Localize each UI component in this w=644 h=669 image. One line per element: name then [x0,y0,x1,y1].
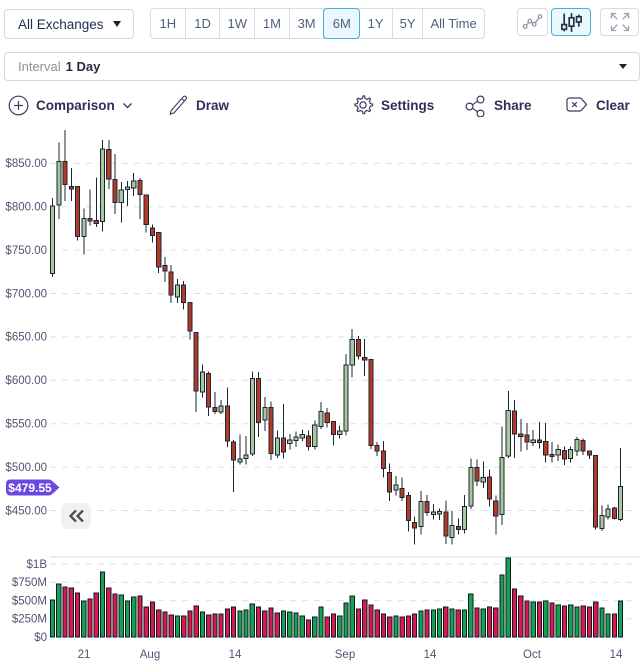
svg-text:$0: $0 [34,632,47,644]
svg-text:14: 14 [424,649,437,661]
svg-text:$479.55: $479.55 [8,481,52,495]
svg-text:Oct: Oct [523,649,542,661]
svg-text:$550.00: $550.00 [5,419,47,431]
svg-text:Sep: Sep [335,649,355,661]
svg-text:$700.00: $700.00 [5,288,47,300]
svg-text:$750.00: $750.00 [5,245,47,257]
svg-text:$450.00: $450.00 [5,505,47,517]
svg-text:$600.00: $600.00 [5,375,47,387]
svg-text:21: 21 [78,649,91,661]
svg-text:$650.00: $650.00 [5,332,47,344]
svg-text:$750M: $750M [12,577,47,589]
svg-text:14: 14 [610,649,623,661]
svg-text:$850.00: $850.00 [5,158,47,170]
svg-text:Aug: Aug [140,649,160,661]
svg-text:$250M: $250M [12,614,47,626]
svg-text:$800.00: $800.00 [5,202,47,214]
svg-text:$500M: $500M [12,595,47,607]
svg-text:$1B: $1B [27,559,48,571]
svg-text:14: 14 [229,649,242,661]
svg-text:$500.00: $500.00 [5,462,47,474]
